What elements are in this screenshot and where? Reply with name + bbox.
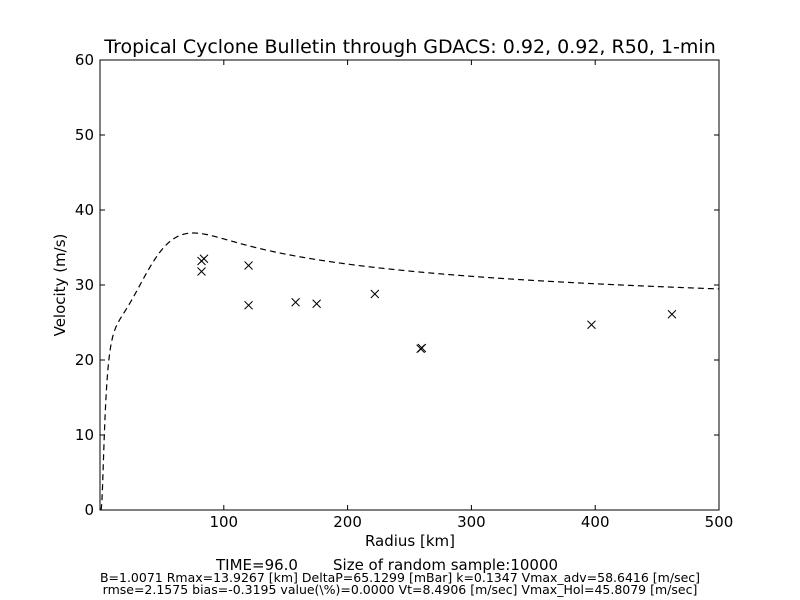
data-point-x-marker — [417, 343, 427, 353]
x-tick-label: 200 — [333, 513, 362, 531]
parameters-annotation: B=1.0071 Rmax=13.9267 [km] DeltaP=65.129… — [100, 570, 700, 585]
x-axis-label: Radius [km] — [365, 532, 455, 550]
fitted-profile-line — [100, 232, 720, 511]
data-point-x-marker — [667, 309, 677, 319]
y-tick-label: 0 — [84, 501, 94, 519]
data-point-x-marker — [244, 261, 253, 270]
y-tick-label: 30 — [75, 276, 94, 294]
data-point-x-marker — [244, 300, 253, 310]
data-point-x-marker — [199, 254, 209, 264]
y-tick-label: 40 — [75, 201, 94, 219]
chart-title: Tropical Cyclone Bulletin through GDACS:… — [103, 36, 716, 58]
x-axis-ticks: 100 200 300 400 500 — [209, 60, 733, 531]
y-tick-label: 20 — [75, 351, 94, 369]
plot-area-frame — [99, 59, 720, 511]
data-point-x-marker — [312, 299, 322, 309]
x-tick-label: 100 — [209, 513, 238, 531]
x-tick-label: 500 — [705, 513, 734, 531]
data-point-x-marker — [291, 297, 300, 307]
data-point-x-marker — [370, 289, 380, 299]
y-axis-ticks: 0 10 20 30 40 50 60 — [75, 51, 719, 519]
y-axis-label: Velocity (m/s) — [51, 234, 69, 337]
y-tick-label: 10 — [75, 426, 94, 444]
y-tick-label: 50 — [75, 126, 94, 144]
time-annotation: TIME=96.0 — [215, 556, 298, 574]
data-point-x-marker — [197, 267, 206, 276]
x-tick-label: 400 — [581, 513, 610, 531]
x-tick-label: 300 — [457, 513, 486, 531]
observation-points — [197, 254, 677, 354]
statistics-annotation: rmse=2.1575 bias=-0.3195 value(\%)=0.000… — [103, 582, 698, 597]
sample-size-annotation: Size of random sample:10000 — [333, 556, 558, 574]
y-tick-label: 60 — [75, 51, 94, 69]
data-point-x-marker — [587, 320, 596, 330]
